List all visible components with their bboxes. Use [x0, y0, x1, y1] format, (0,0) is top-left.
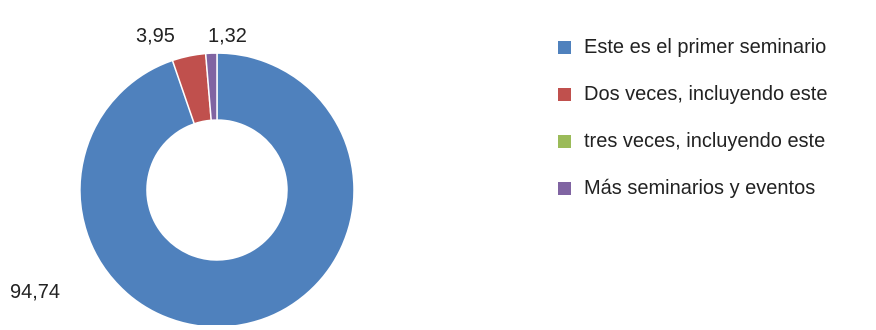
legend-swatch — [558, 135, 571, 148]
data-label-3: 1,32 — [208, 25, 247, 47]
data-label-0: 94,74 — [10, 281, 60, 303]
chart-legend: Este es el primer seminario Dos veces, i… — [558, 32, 870, 220]
legend-item-tres-veces: tres veces, incluyendo este — [558, 126, 870, 156]
legend-item-mas-seminarios: Más seminarios y eventos — [558, 173, 870, 203]
legend-swatch — [558, 88, 571, 101]
legend-item-dos-veces: Dos veces, incluyendo este — [558, 79, 870, 109]
legend-label: Más seminarios y eventos — [584, 177, 816, 199]
data-label-1: 3,95 — [136, 25, 175, 47]
legend-label: Dos veces, incluyendo este — [584, 83, 828, 105]
legend-swatch — [558, 41, 571, 54]
legend-label: Este es el primer seminario — [584, 36, 827, 58]
doughnut-slice-3 — [204, 52, 218, 122]
legend-item-primer-seminario: Este es el primer seminario — [558, 32, 870, 62]
doughnut-slice-0 — [79, 52, 355, 328]
legend-label: tres veces, incluyendo este — [584, 130, 826, 152]
legend-swatch — [558, 182, 571, 195]
